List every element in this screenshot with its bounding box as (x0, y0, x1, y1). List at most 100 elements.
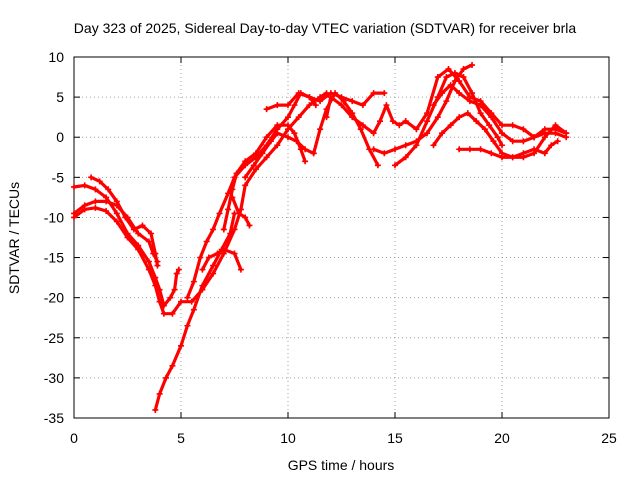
data-point (490, 138, 497, 145)
series-trace (153, 211, 237, 412)
data-point (456, 114, 463, 121)
data-point (210, 270, 217, 277)
data-point (197, 254, 204, 261)
data-point (531, 150, 538, 157)
x-axis-label: GPS time / hours (288, 457, 395, 473)
series-trace (404, 67, 568, 139)
data-point (184, 294, 191, 301)
y-tick-label: -10 (44, 209, 64, 225)
data-point (92, 186, 99, 193)
data-point (473, 118, 480, 125)
x-tick-label: 25 (601, 430, 617, 446)
data-point (413, 142, 420, 149)
data-point (285, 102, 291, 109)
data-point (291, 130, 298, 137)
data-point (402, 118, 409, 125)
data-point (154, 262, 161, 269)
data-point (163, 374, 170, 381)
y-tick-label: 0 (56, 129, 64, 145)
data-point (370, 146, 377, 153)
series-pass-a (71, 182, 182, 309)
data-point (396, 122, 403, 129)
y-tick-label: -15 (44, 250, 64, 266)
data-point (312, 102, 319, 109)
y-tick-label: -5 (52, 169, 65, 185)
data-point (477, 110, 484, 117)
data-point (460, 74, 467, 81)
data-point (227, 230, 234, 237)
data-point (466, 146, 473, 153)
data-point (552, 122, 559, 129)
data-point (152, 406, 159, 413)
data-point (295, 90, 302, 97)
y-tick-label: 5 (56, 89, 64, 105)
series-trace (431, 83, 568, 143)
data-point (235, 210, 242, 217)
data-point (145, 266, 152, 273)
data-point (263, 134, 270, 141)
data-point (499, 142, 505, 149)
series-pass-b (71, 90, 330, 317)
data-point (250, 162, 257, 169)
data-point (488, 150, 495, 157)
data-point (357, 126, 364, 133)
data-point (199, 282, 206, 289)
data-point (291, 102, 298, 109)
data-point (340, 98, 347, 105)
data-point (122, 214, 129, 221)
data-point (252, 150, 259, 157)
data-point (92, 198, 99, 205)
series-pass-i (220, 122, 309, 233)
data-point (477, 102, 484, 109)
data-point (103, 198, 110, 205)
y-tick-label: 10 (48, 49, 64, 65)
data-point (359, 122, 366, 129)
data-point (317, 98, 324, 105)
data-point (285, 114, 291, 121)
data-point (338, 102, 345, 109)
data-point (310, 150, 317, 157)
data-point (509, 122, 516, 129)
data-point (469, 62, 476, 69)
axis-ticks: 0 5 10 15 20 25 -35 -30 -25 -20 -15 -10 -5 0 5 10 (44, 49, 617, 446)
data-point (252, 166, 259, 173)
series-pass-e (152, 210, 238, 413)
data-point (327, 94, 334, 101)
data-point (285, 122, 291, 129)
data-point (389, 118, 396, 125)
data-point (139, 222, 146, 229)
x-tick-label: 0 (70, 430, 78, 446)
data-point (113, 210, 120, 217)
data-point (233, 170, 240, 177)
data-point (488, 114, 495, 121)
data-point (381, 90, 388, 97)
data-point (477, 146, 484, 153)
data-point (349, 114, 356, 121)
data-point (242, 214, 249, 221)
data-point (323, 114, 330, 121)
data-point (509, 154, 516, 161)
y-axis-label: SDTVAR / TECUs (6, 182, 22, 294)
series-pass-j (242, 130, 317, 181)
y-tick-label: -20 (44, 290, 64, 306)
data-point (424, 118, 431, 125)
data-point (259, 150, 266, 157)
data-point (203, 238, 210, 245)
data-point (541, 150, 548, 157)
data-point (302, 146, 309, 153)
data-point (210, 226, 217, 233)
data-point (402, 154, 409, 161)
data-point (541, 134, 548, 141)
data-point (285, 134, 291, 141)
data-point (190, 306, 197, 313)
data-point (374, 162, 381, 169)
data-point (445, 66, 452, 73)
data-point (456, 78, 463, 85)
data-point (430, 142, 437, 149)
data-point (494, 134, 501, 141)
data-point (464, 110, 471, 117)
data-point (263, 154, 270, 161)
data-point (225, 206, 232, 213)
data-point (443, 74, 450, 81)
